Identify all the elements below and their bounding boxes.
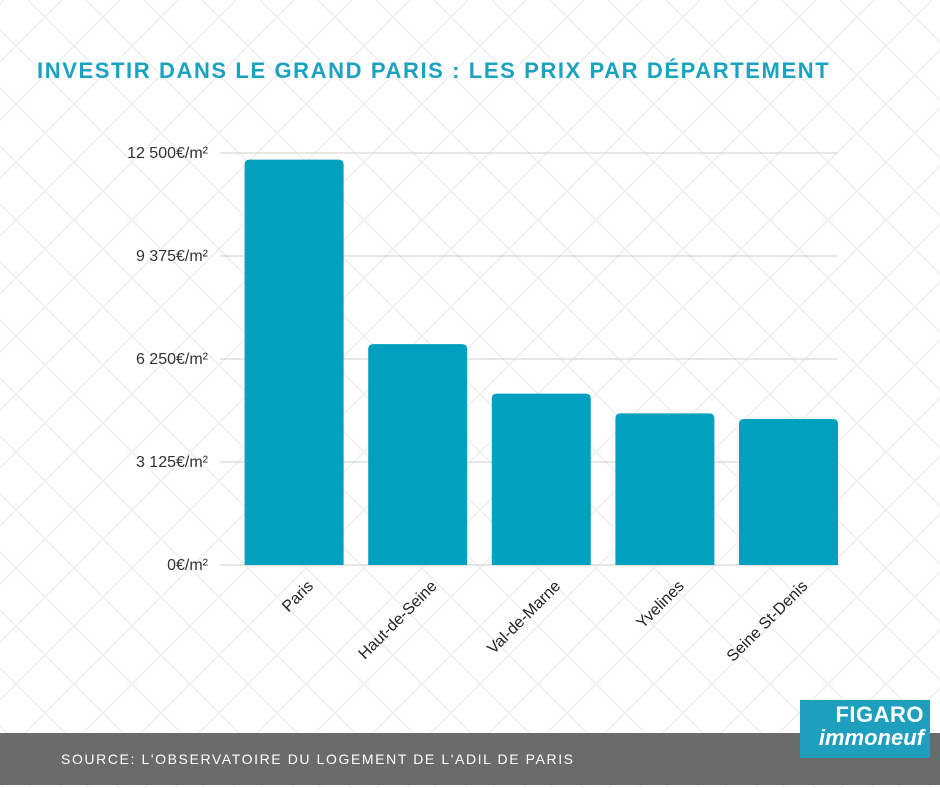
pattern-line [85,0,875,788]
logo-line-2: immoneuf [818,725,924,750]
pattern-line [549,396,940,788]
pattern-line [607,454,940,788]
y-tick-label: 9 375€/m² [136,248,209,265]
bar-yvelines [615,413,715,565]
pattern-line [433,280,940,788]
pattern-line [665,0,940,276]
logo-line-1: FIGARO [835,702,924,727]
pattern-line [259,106,940,788]
pattern-line [0,0,295,296]
pattern-line [317,164,940,788]
footer-bar [0,733,940,785]
pattern-line [0,0,527,528]
x-tick-label: Haut-de-Seine [356,578,441,663]
pattern-line [723,0,940,218]
pattern-line [781,0,940,160]
pattern-line [607,0,940,334]
pattern-line [0,492,295,788]
pattern-line [375,222,940,788]
pattern-line [0,0,469,470]
y-tick-label: 6 250€/m² [136,351,209,368]
pattern-line [0,0,759,760]
y-tick-label: 0€/m² [167,557,209,574]
pattern-line [0,550,237,788]
x-tick-label: Seine St-Denis [724,578,811,665]
bar-paris [244,159,344,566]
x-tick-label: Val-de-Marne [484,578,564,658]
bar-seine-st-denis [739,418,838,565]
pattern-line [549,0,940,392]
figaro-immoneuf-logo: FIGARO immoneuf [800,700,930,758]
pattern-line [0,434,353,788]
chart-title: INVESTIR DANS LE GRAND PARIS : LES PRIX … [37,58,831,83]
pattern-line [781,628,940,788]
pattern-line [665,512,940,788]
x-tick-label: Paris [279,578,317,616]
pattern-line [201,48,940,788]
source-note: SOURCE: L'OBSERVATOIRE DU LOGEMENT DE L'… [61,751,575,767]
pattern-line [0,0,353,354]
bar-haut-de-seine [368,344,468,565]
bar-val-de-marne [491,393,591,565]
y-tick-label: 3 125€/m² [136,454,209,471]
x-tick-label: Yvelines [634,578,688,632]
pattern-line [491,338,940,788]
y-tick-label: 12 500€/m² [127,145,209,162]
pattern-line [0,0,179,180]
pattern-line [0,0,411,412]
pattern-line [0,0,585,586]
pattern-line [723,570,940,788]
pattern-line [0,0,237,238]
pattern-line [0,608,179,788]
